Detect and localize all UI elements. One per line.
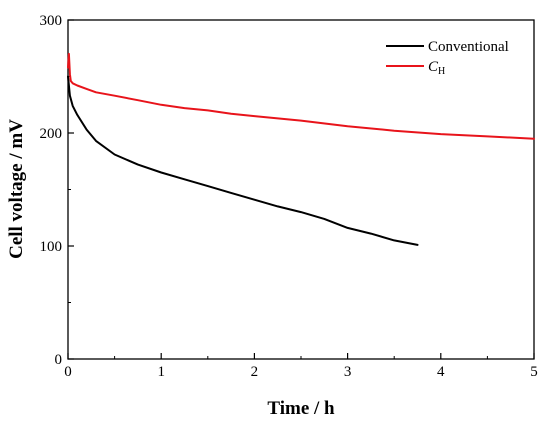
y-tick-label: 0 xyxy=(55,352,63,368)
x-axis-title: Time / h xyxy=(267,398,335,419)
legend: Conventional CH xyxy=(386,39,509,77)
series-line-conventional xyxy=(67,75,419,246)
ticks xyxy=(67,19,535,360)
y-tick-label: 300 xyxy=(40,13,63,29)
legend-label-ch: CH xyxy=(428,59,445,77)
y-tick-label: 200 xyxy=(40,126,63,142)
series-lines xyxy=(67,52,535,246)
y-axis-title: Cell voltage / mV xyxy=(6,119,27,259)
legend-label-ch-sub: H xyxy=(438,66,445,77)
x-tick-label: 4 xyxy=(437,364,445,380)
x-tick-label: 2 xyxy=(251,364,259,380)
x-tick-label: 5 xyxy=(530,364,538,380)
tick-labels: 0 1 2 3 4 5 0 100 200 300 xyxy=(40,13,538,380)
legend-label-conventional: Conventional xyxy=(428,39,509,55)
x-tick-label: 0 xyxy=(64,364,72,380)
y-tick-label: 100 xyxy=(40,239,63,255)
x-tick-label: 1 xyxy=(157,364,165,380)
series-line-ch xyxy=(67,52,535,140)
plot-frame xyxy=(67,19,535,360)
legend-label-ch-main: C xyxy=(428,59,439,75)
x-tick-label: 3 xyxy=(344,364,352,380)
